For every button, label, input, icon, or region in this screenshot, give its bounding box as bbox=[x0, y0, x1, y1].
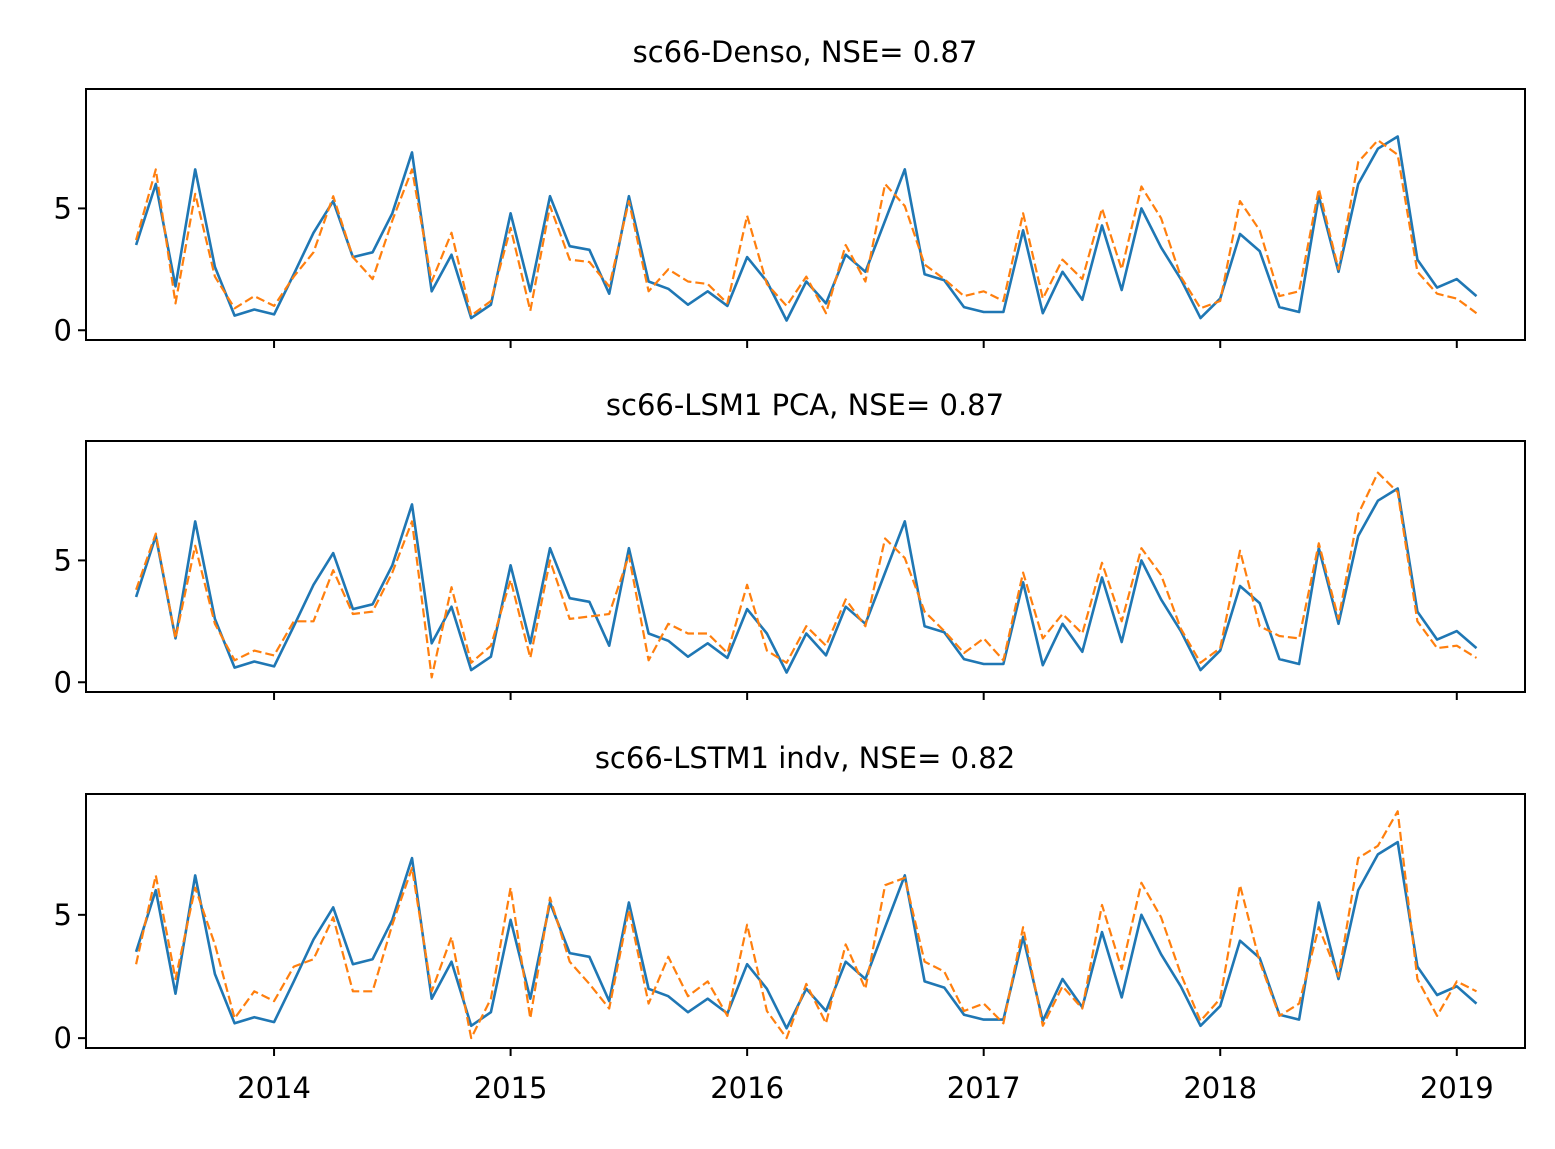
x-tick-label: 2014 bbox=[237, 1071, 311, 1105]
series-line-observed bbox=[134, 135, 1478, 322]
series-line-observed bbox=[134, 840, 1478, 1030]
series-line-predicted bbox=[135, 139, 1478, 317]
axes-frame bbox=[85, 88, 1526, 341]
y-tick-label: 5 bbox=[54, 898, 72, 932]
y-tick-label: 0 bbox=[54, 1021, 72, 1055]
subplot-title: sc66-LSM1 PCA, NSE= 0.87 bbox=[606, 388, 1004, 422]
subplot-title: sc66-LSTM1 indv, NSE= 0.82 bbox=[595, 741, 1015, 775]
y-tick-label: 0 bbox=[54, 313, 72, 347]
y-tick-label: 0 bbox=[54, 665, 72, 699]
x-tick-label: 2016 bbox=[710, 1071, 784, 1105]
axes-frame bbox=[85, 440, 1526, 693]
series-line-predicted bbox=[135, 810, 1477, 1040]
y-tick-label: 5 bbox=[54, 191, 72, 225]
x-tick-label: 2019 bbox=[1420, 1071, 1494, 1105]
subplot-1: sc66-Denso, NSE= 0.87 0 5 bbox=[54, 35, 1526, 348]
x-tick-label: 2018 bbox=[1183, 1071, 1257, 1105]
x-tick-label: 2015 bbox=[474, 1071, 548, 1105]
x-tick-label: 2017 bbox=[947, 1071, 1021, 1105]
series-line-predicted bbox=[135, 471, 1478, 679]
y-tick-label: 5 bbox=[54, 543, 72, 577]
subplot-3: sc66-LSTM1 indv, NSE= 0.82 0 5 2014 2015 201… bbox=[54, 741, 1526, 1105]
subplot-2: sc66-LSM1 PCA, NSE= 0.87 0 5 bbox=[54, 388, 1526, 700]
subplot-title: sc66-Denso, NSE= 0.87 bbox=[633, 35, 978, 69]
axes-frame bbox=[85, 793, 1526, 1049]
